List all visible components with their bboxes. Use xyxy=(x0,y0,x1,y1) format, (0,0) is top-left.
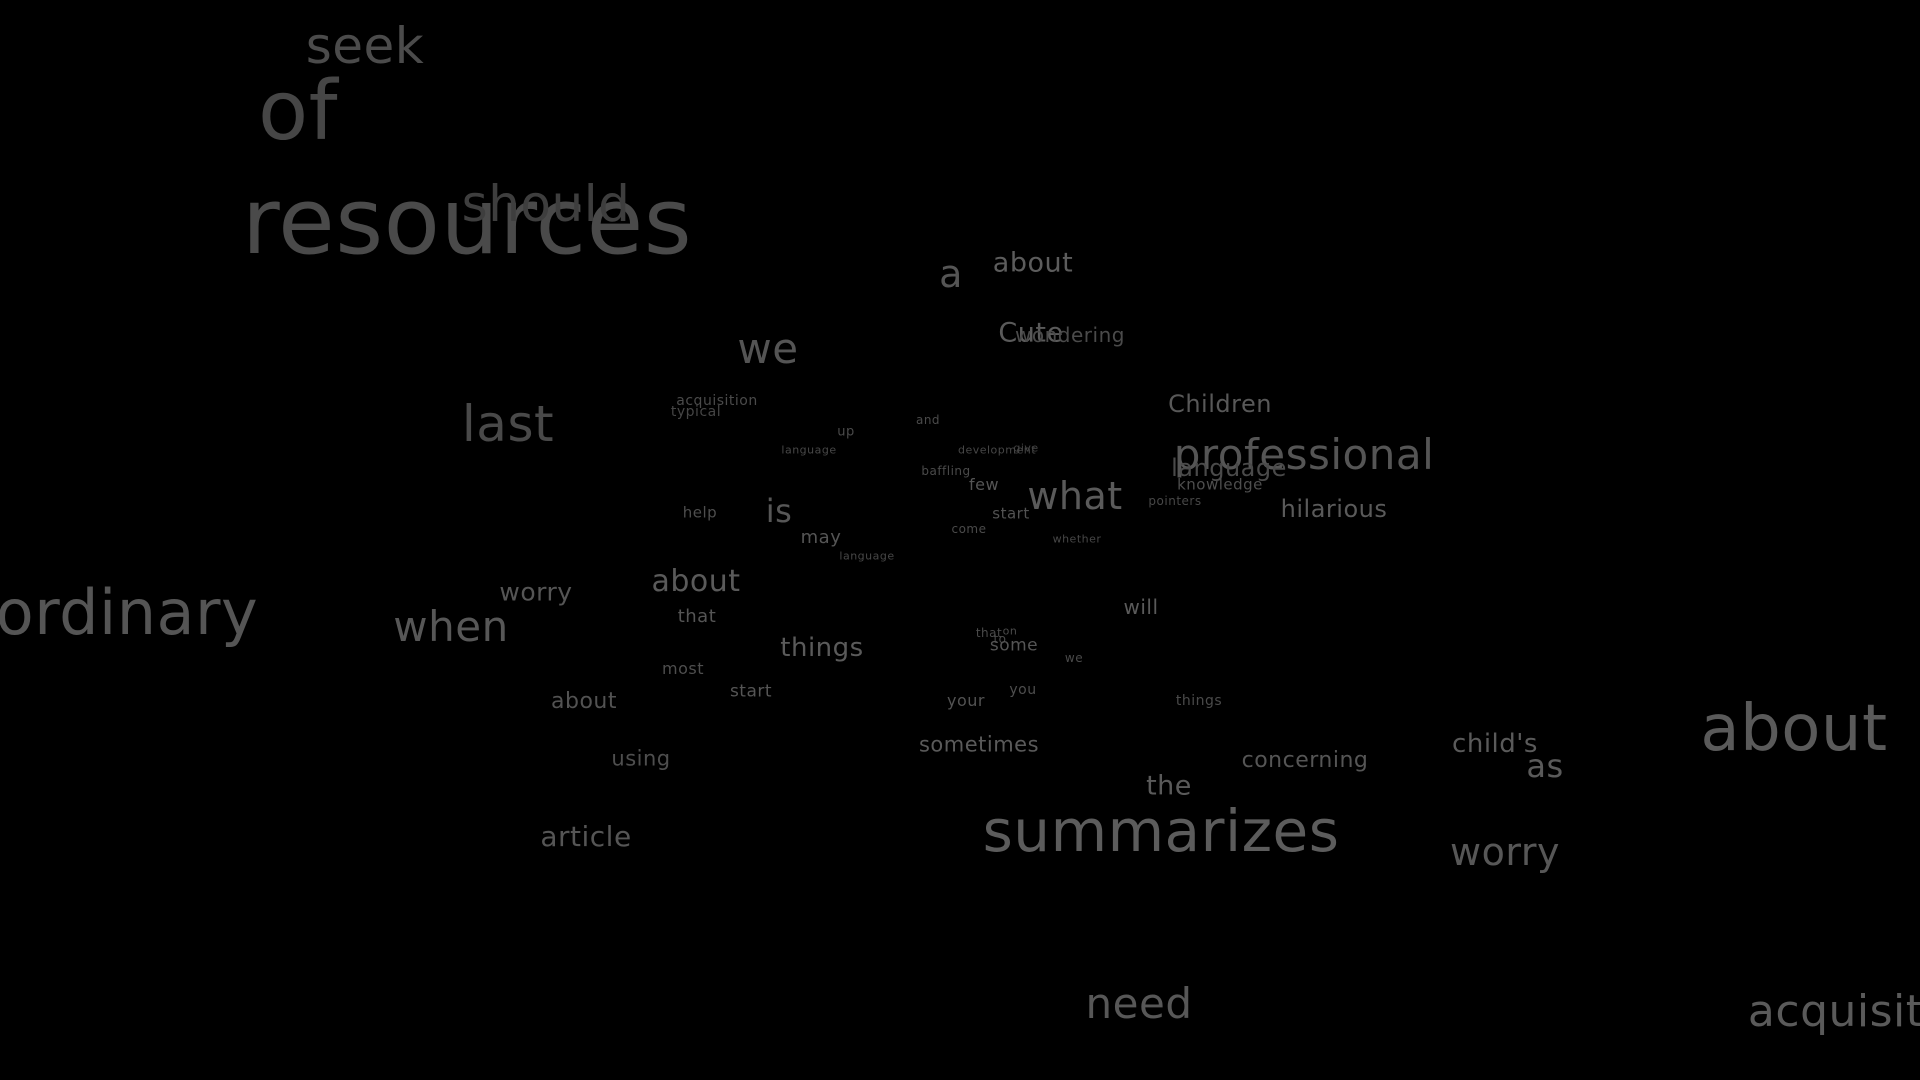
word-ordinary: ordinary xyxy=(0,576,259,649)
word-professional: professional xyxy=(1173,430,1435,479)
word-that-2: that xyxy=(975,626,1003,640)
word-acquisition-large: acquisition xyxy=(1747,986,1920,1037)
word-seek: seek xyxy=(305,17,425,75)
word-about-3: about xyxy=(551,689,617,714)
word-and: and xyxy=(915,413,941,427)
word-most: most xyxy=(662,659,704,678)
word-things-1: things xyxy=(780,633,864,663)
word-come: come xyxy=(951,522,987,536)
word-about-4: about xyxy=(1700,692,1888,766)
word-up: up xyxy=(837,424,855,440)
word-wondering: wondering xyxy=(1015,323,1125,347)
word-may: may xyxy=(800,527,842,548)
word-worry-2: worry xyxy=(1450,830,1560,874)
word-sometimes: sometimes xyxy=(918,732,1040,757)
word-baffling: baffling xyxy=(921,464,971,478)
word-what: what xyxy=(1027,474,1123,518)
word-is: is xyxy=(765,492,793,530)
word-last: last xyxy=(461,395,555,453)
word-resources: resources xyxy=(241,168,693,275)
word-cute: Cute xyxy=(998,317,1064,349)
word-article: article xyxy=(540,820,632,853)
word-we-small: we xyxy=(1064,651,1084,665)
word-pointers: pointers xyxy=(1148,494,1202,508)
word-as: as xyxy=(1526,747,1564,785)
word-hilarious: hilarious xyxy=(1280,495,1388,523)
word-things-2: things xyxy=(1175,693,1223,709)
word-concerning: concerning xyxy=(1241,748,1369,773)
word-the: the xyxy=(1146,770,1192,802)
word-about-2: about xyxy=(651,564,741,599)
word-to: to xyxy=(993,632,1007,646)
word-on: on xyxy=(1002,624,1018,638)
word-summarizes: summarizes xyxy=(982,797,1340,865)
word-childs: child's xyxy=(1452,729,1538,759)
word-a: a xyxy=(939,252,963,296)
word-acquisition-small: acquisition xyxy=(676,393,758,409)
word-using: using xyxy=(611,746,671,771)
word-language-3: language xyxy=(839,549,895,563)
word-whether: whether xyxy=(1052,532,1102,546)
word-about-top: about xyxy=(992,247,1074,279)
word-typical: typical xyxy=(670,404,722,420)
word-your: your xyxy=(947,691,985,710)
word-language-1: language xyxy=(781,443,837,457)
word-some: some xyxy=(989,635,1039,656)
word-knowledge: knowledge xyxy=(1177,475,1263,494)
word-worry-1: worry xyxy=(499,577,573,607)
word-development: development xyxy=(957,443,1037,457)
word-we: we xyxy=(737,324,799,373)
word-children: Children xyxy=(1168,390,1272,418)
word-start-1: start xyxy=(992,504,1030,523)
word-language-2: language xyxy=(1171,454,1287,482)
word-of: of xyxy=(257,64,339,159)
word-start-2: start xyxy=(729,681,773,702)
word-few: few xyxy=(968,475,1000,494)
word-give: give xyxy=(1013,441,1039,455)
word-that-1: that xyxy=(677,606,717,627)
word-need: need xyxy=(1085,979,1193,1028)
word-will: will xyxy=(1123,595,1159,619)
word-when: when xyxy=(393,602,509,651)
word-help: help xyxy=(682,503,718,522)
word-should: should xyxy=(461,175,631,233)
word-you: you xyxy=(1009,682,1037,698)
